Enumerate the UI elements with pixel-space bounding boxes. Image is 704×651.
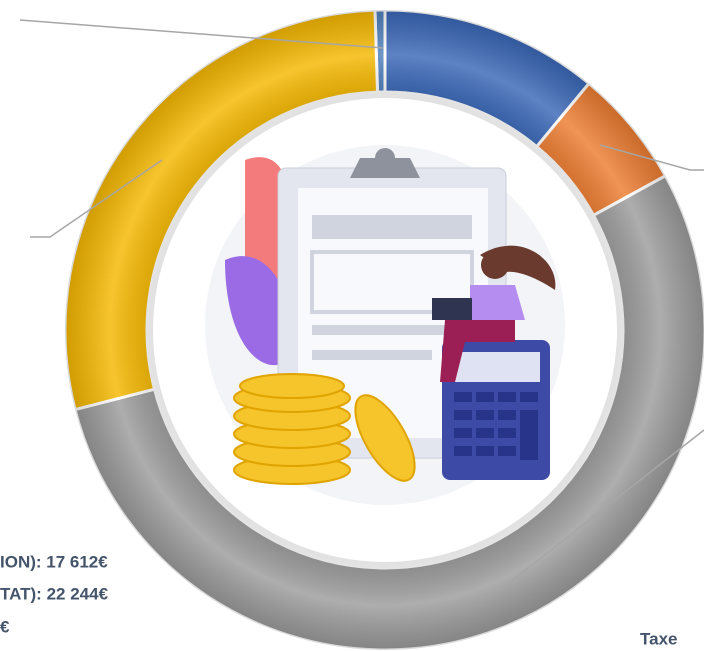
illustration (153, 98, 617, 562)
annotation: ION): 17 612€ (0, 552, 108, 571)
annotation: € (0, 617, 10, 636)
leader-lines (19, 19, 704, 591)
annotation: TAT): 22 244€ (0, 584, 109, 603)
annotation: Taxe (640, 629, 678, 648)
